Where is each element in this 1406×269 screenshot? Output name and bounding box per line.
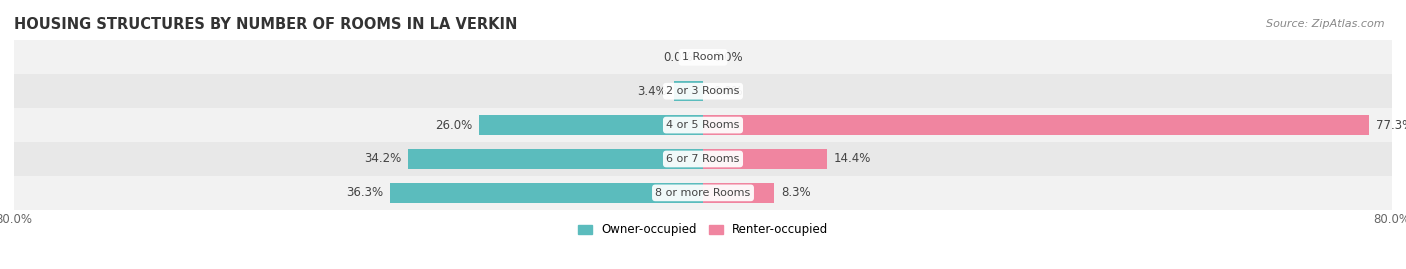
Text: 1 Room: 1 Room <box>682 52 724 62</box>
Text: HOUSING STRUCTURES BY NUMBER OF ROOMS IN LA VERKIN: HOUSING STRUCTURES BY NUMBER OF ROOMS IN… <box>14 17 517 32</box>
Legend: Owner-occupied, Renter-occupied: Owner-occupied, Renter-occupied <box>572 219 834 241</box>
Text: 26.0%: 26.0% <box>434 119 472 132</box>
Bar <box>703 149 827 169</box>
Bar <box>391 183 703 203</box>
Text: 77.3%: 77.3% <box>1375 119 1406 132</box>
Text: 2 or 3 Rooms: 2 or 3 Rooms <box>666 86 740 96</box>
Bar <box>14 40 1392 74</box>
Text: 0.0%: 0.0% <box>664 51 693 64</box>
Text: 0.0%: 0.0% <box>713 51 742 64</box>
Text: 36.3%: 36.3% <box>346 186 384 199</box>
Text: 6 or 7 Rooms: 6 or 7 Rooms <box>666 154 740 164</box>
Text: 0.0%: 0.0% <box>713 85 742 98</box>
Text: Source: ZipAtlas.com: Source: ZipAtlas.com <box>1267 19 1385 29</box>
Text: 14.4%: 14.4% <box>834 153 872 165</box>
Text: 8.3%: 8.3% <box>782 186 811 199</box>
Text: 8 or more Rooms: 8 or more Rooms <box>655 188 751 198</box>
Bar <box>409 149 703 169</box>
Text: 34.2%: 34.2% <box>364 153 402 165</box>
Bar <box>14 176 1392 210</box>
Bar <box>703 183 775 203</box>
Bar <box>14 142 1392 176</box>
Bar <box>673 81 703 101</box>
Text: 3.4%: 3.4% <box>637 85 666 98</box>
Bar <box>703 115 1368 135</box>
Bar <box>479 115 703 135</box>
Text: 4 or 5 Rooms: 4 or 5 Rooms <box>666 120 740 130</box>
Bar <box>14 74 1392 108</box>
Bar <box>14 108 1392 142</box>
